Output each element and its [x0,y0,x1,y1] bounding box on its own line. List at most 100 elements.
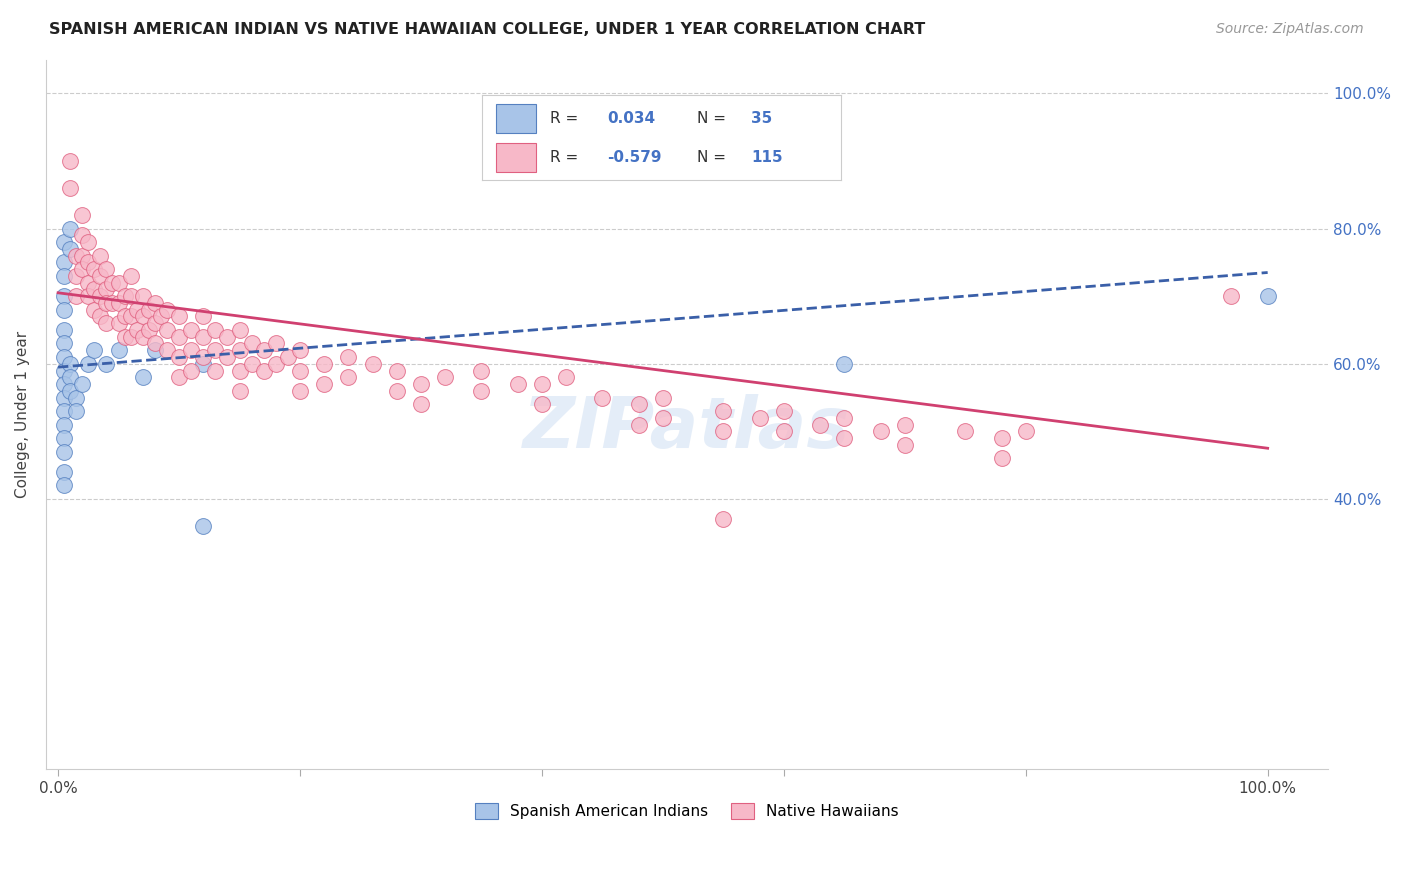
Point [240,357,263,371]
Point [132,289,155,303]
Point [264,336,287,351]
Point [990,451,1012,466]
Point [149,310,172,324]
Point [832,410,855,425]
Point [711,404,734,418]
Point [711,512,734,526]
Point [288,343,311,358]
Point [53,431,76,445]
Point [832,431,855,445]
Point [96,296,118,310]
Point [409,397,432,411]
Point [83,343,105,358]
Point [132,329,155,343]
Point [651,410,673,425]
Point [101,276,124,290]
Point [832,357,855,371]
Point [65,268,87,283]
Point [114,310,136,324]
Point [53,323,76,337]
Point [77,289,100,303]
Point [253,343,276,358]
Point [314,377,336,392]
Point [277,350,299,364]
Point [72,377,94,392]
Point [53,465,76,479]
Point [53,235,76,249]
Point [125,302,148,317]
Point [53,289,76,303]
Point [138,302,160,317]
Point [217,329,239,343]
Point [77,235,100,249]
Point [53,302,76,317]
Point [59,153,82,168]
Point [180,323,202,337]
Point [990,431,1012,445]
Point [470,384,492,398]
Point [204,343,226,358]
Point [120,310,142,324]
Point [143,296,166,310]
Point [59,384,82,398]
Point [361,357,384,371]
Point [217,350,239,364]
Point [53,336,76,351]
Point [228,384,250,398]
Point [65,391,87,405]
Point [264,357,287,371]
Point [253,363,276,377]
Point [53,404,76,418]
Point [167,350,190,364]
Point [808,417,831,432]
Point [53,444,76,458]
Point [89,268,111,283]
Point [65,289,87,303]
Point [506,377,529,392]
Point [143,336,166,351]
Point [77,357,100,371]
Point [107,276,129,290]
Point [337,370,360,384]
Point [72,228,94,243]
Y-axis label: College, Under 1 year: College, Under 1 year [15,331,30,498]
Point [470,363,492,377]
Point [132,370,155,384]
Point [132,310,155,324]
Point [107,296,129,310]
Point [83,302,105,317]
Point [120,329,142,343]
Point [59,357,82,371]
Point [72,208,94,222]
Point [385,363,408,377]
Point [1257,289,1279,303]
Text: SPANISH AMERICAN INDIAN VS NATIVE HAWAIIAN COLLEGE, UNDER 1 YEAR CORRELATION CHA: SPANISH AMERICAN INDIAN VS NATIVE HAWAII… [49,22,925,37]
Point [77,276,100,290]
Point [228,323,250,337]
Point [120,268,142,283]
Point [204,363,226,377]
Point [711,425,734,439]
Point [107,343,129,358]
Point [59,181,82,195]
Point [120,289,142,303]
Point [434,370,457,384]
Point [651,391,673,405]
Point [955,425,977,439]
Point [288,363,311,377]
Point [1015,425,1038,439]
Point [65,249,87,263]
Point [193,350,215,364]
Point [772,425,794,439]
Point [89,249,111,263]
Point [385,384,408,398]
Point [53,478,76,492]
Point [53,350,76,364]
Point [228,343,250,358]
Point [114,289,136,303]
Point [96,316,118,330]
Point [193,519,215,533]
Point [89,289,111,303]
Point [627,417,650,432]
Point [72,249,94,263]
